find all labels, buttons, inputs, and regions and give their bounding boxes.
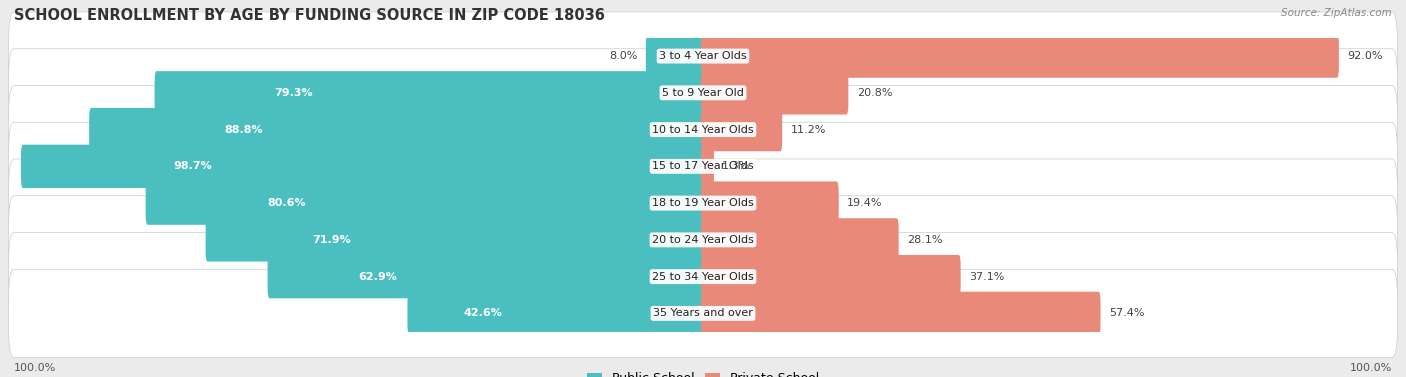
FancyBboxPatch shape: [645, 34, 704, 78]
FancyBboxPatch shape: [702, 34, 1339, 78]
FancyBboxPatch shape: [702, 292, 1101, 335]
Text: 18 to 19 Year Olds: 18 to 19 Year Olds: [652, 198, 754, 208]
Text: 15 to 17 Year Olds: 15 to 17 Year Olds: [652, 161, 754, 172]
Text: 80.6%: 80.6%: [267, 198, 307, 208]
Text: 79.3%: 79.3%: [274, 88, 312, 98]
Text: 100.0%: 100.0%: [1350, 363, 1392, 373]
Text: 20 to 24 Year Olds: 20 to 24 Year Olds: [652, 235, 754, 245]
Text: 3 to 4 Year Olds: 3 to 4 Year Olds: [659, 51, 747, 61]
Text: 42.6%: 42.6%: [464, 308, 502, 319]
Text: 5 to 9 Year Old: 5 to 9 Year Old: [662, 88, 744, 98]
FancyBboxPatch shape: [702, 145, 714, 188]
FancyBboxPatch shape: [702, 71, 848, 115]
FancyBboxPatch shape: [89, 108, 704, 151]
Text: 57.4%: 57.4%: [1109, 308, 1144, 319]
Text: 10 to 14 Year Olds: 10 to 14 Year Olds: [652, 124, 754, 135]
FancyBboxPatch shape: [702, 181, 839, 225]
FancyBboxPatch shape: [8, 159, 1398, 247]
FancyBboxPatch shape: [8, 122, 1398, 210]
Text: 71.9%: 71.9%: [312, 235, 352, 245]
Text: 28.1%: 28.1%: [907, 235, 942, 245]
Text: 62.9%: 62.9%: [359, 271, 398, 282]
Text: 98.7%: 98.7%: [173, 161, 212, 172]
FancyBboxPatch shape: [8, 86, 1398, 174]
Text: 20.8%: 20.8%: [856, 88, 893, 98]
FancyBboxPatch shape: [702, 255, 960, 298]
Text: 88.8%: 88.8%: [225, 124, 263, 135]
Text: 92.0%: 92.0%: [1347, 51, 1382, 61]
FancyBboxPatch shape: [702, 108, 782, 151]
FancyBboxPatch shape: [8, 12, 1398, 100]
FancyBboxPatch shape: [146, 181, 704, 225]
FancyBboxPatch shape: [267, 255, 704, 298]
FancyBboxPatch shape: [408, 292, 704, 335]
Text: 19.4%: 19.4%: [846, 198, 883, 208]
FancyBboxPatch shape: [702, 218, 898, 262]
Text: 11.2%: 11.2%: [790, 124, 825, 135]
Text: SCHOOL ENROLLMENT BY AGE BY FUNDING SOURCE IN ZIP CODE 18036: SCHOOL ENROLLMENT BY AGE BY FUNDING SOUR…: [14, 8, 605, 23]
Text: Source: ZipAtlas.com: Source: ZipAtlas.com: [1281, 8, 1392, 18]
FancyBboxPatch shape: [21, 145, 704, 188]
Text: 35 Years and over: 35 Years and over: [652, 308, 754, 319]
Text: 37.1%: 37.1%: [969, 271, 1004, 282]
FancyBboxPatch shape: [8, 233, 1398, 321]
Text: 100.0%: 100.0%: [14, 363, 56, 373]
Text: 8.0%: 8.0%: [609, 51, 637, 61]
Text: 25 to 34 Year Olds: 25 to 34 Year Olds: [652, 271, 754, 282]
FancyBboxPatch shape: [205, 218, 704, 262]
FancyBboxPatch shape: [155, 71, 704, 115]
Legend: Public School, Private School: Public School, Private School: [582, 367, 824, 377]
FancyBboxPatch shape: [8, 49, 1398, 137]
Text: 1.3%: 1.3%: [723, 161, 751, 172]
FancyBboxPatch shape: [8, 196, 1398, 284]
FancyBboxPatch shape: [8, 269, 1398, 357]
